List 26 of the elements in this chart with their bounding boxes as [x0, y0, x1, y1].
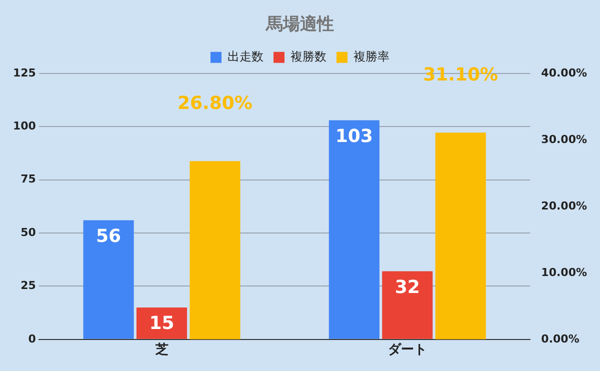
legend-label: 複勝数 [290, 50, 326, 64]
x-tick-label: ダート [388, 342, 427, 358]
chart-title: 馬場適性 [265, 14, 334, 35]
y-tick-label: 75 [20, 172, 36, 186]
y2-tick-label: 20.00% [541, 199, 588, 212]
bar [83, 220, 134, 339]
y-tick-label: 0 [28, 332, 36, 346]
y-tick-label: 125 [12, 66, 36, 80]
bar [328, 120, 380, 339]
y-tick-label: 100 [12, 119, 36, 132]
data-label: 31.10% [423, 64, 498, 86]
data-label: 15 [149, 313, 174, 334]
data-label: 103 [335, 126, 373, 147]
x-tick-label: 芝 [154, 342, 168, 358]
bar [382, 271, 433, 339]
legend-label: 出走数 [228, 50, 264, 64]
y2-tick-label: 30.00% [541, 132, 588, 146]
y2-tick-label: 40.00% [541, 66, 588, 80]
y2-tick-label: 10.00% [541, 266, 588, 279]
y-tick-label: 25 [20, 279, 36, 292]
legend-label: 複勝率 [354, 50, 390, 64]
data-label: 32 [394, 276, 420, 298]
data-label: 56 [96, 226, 122, 247]
data-label: 26.80% [177, 92, 252, 114]
y2-tick-label: 0.00% [541, 332, 580, 346]
y-tick-label: 50 [20, 226, 36, 239]
